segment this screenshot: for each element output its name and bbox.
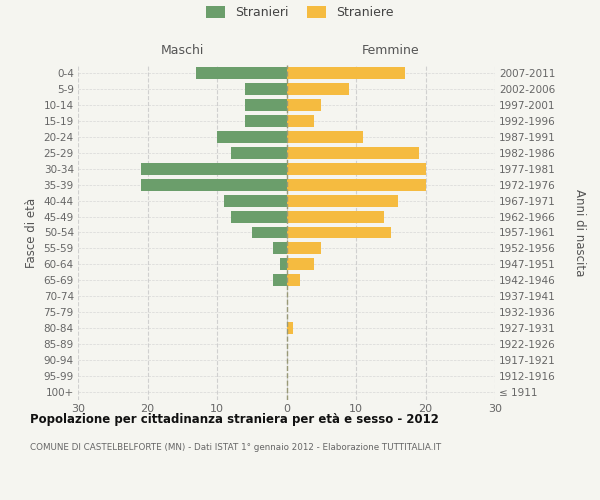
Bar (231, 147, 287, 158)
Text: Femmine: Femmine (362, 44, 419, 57)
Bar (217, 131, 287, 143)
Bar (287, 67, 404, 79)
Bar (287, 178, 425, 190)
Bar (287, 147, 419, 158)
Bar (287, 83, 349, 95)
Y-axis label: Fasce di età: Fasce di età (25, 198, 38, 268)
Bar (245, 83, 287, 95)
Bar (287, 210, 384, 222)
Bar (287, 242, 321, 254)
Bar (287, 115, 314, 127)
Bar (287, 226, 391, 238)
Bar (287, 99, 321, 111)
Text: Popolazione per cittadinanza straniera per età e sesso - 2012: Popolazione per cittadinanza straniera p… (30, 412, 439, 426)
Bar (140, 162, 287, 174)
Bar (287, 194, 398, 206)
Bar (272, 274, 287, 286)
Bar (231, 210, 287, 222)
Text: Maschi: Maschi (161, 44, 204, 57)
Bar (245, 115, 287, 127)
Y-axis label: Anni di nascita: Anni di nascita (572, 189, 586, 276)
Bar (245, 99, 287, 111)
Bar (252, 226, 287, 238)
Bar (287, 274, 301, 286)
Bar (287, 322, 293, 334)
Bar (224, 194, 287, 206)
Bar (140, 178, 287, 190)
Bar (287, 162, 425, 174)
Bar (287, 258, 314, 270)
Bar (280, 258, 287, 270)
Bar (287, 131, 363, 143)
Bar (272, 242, 287, 254)
Bar (196, 67, 287, 79)
Legend: Stranieri, Straniere: Stranieri, Straniere (206, 6, 394, 19)
Text: COMUNE DI CASTELBELFORTE (MN) - Dati ISTAT 1° gennaio 2012 - Elaborazione TUTTIT: COMUNE DI CASTELBELFORTE (MN) - Dati IST… (30, 442, 441, 452)
